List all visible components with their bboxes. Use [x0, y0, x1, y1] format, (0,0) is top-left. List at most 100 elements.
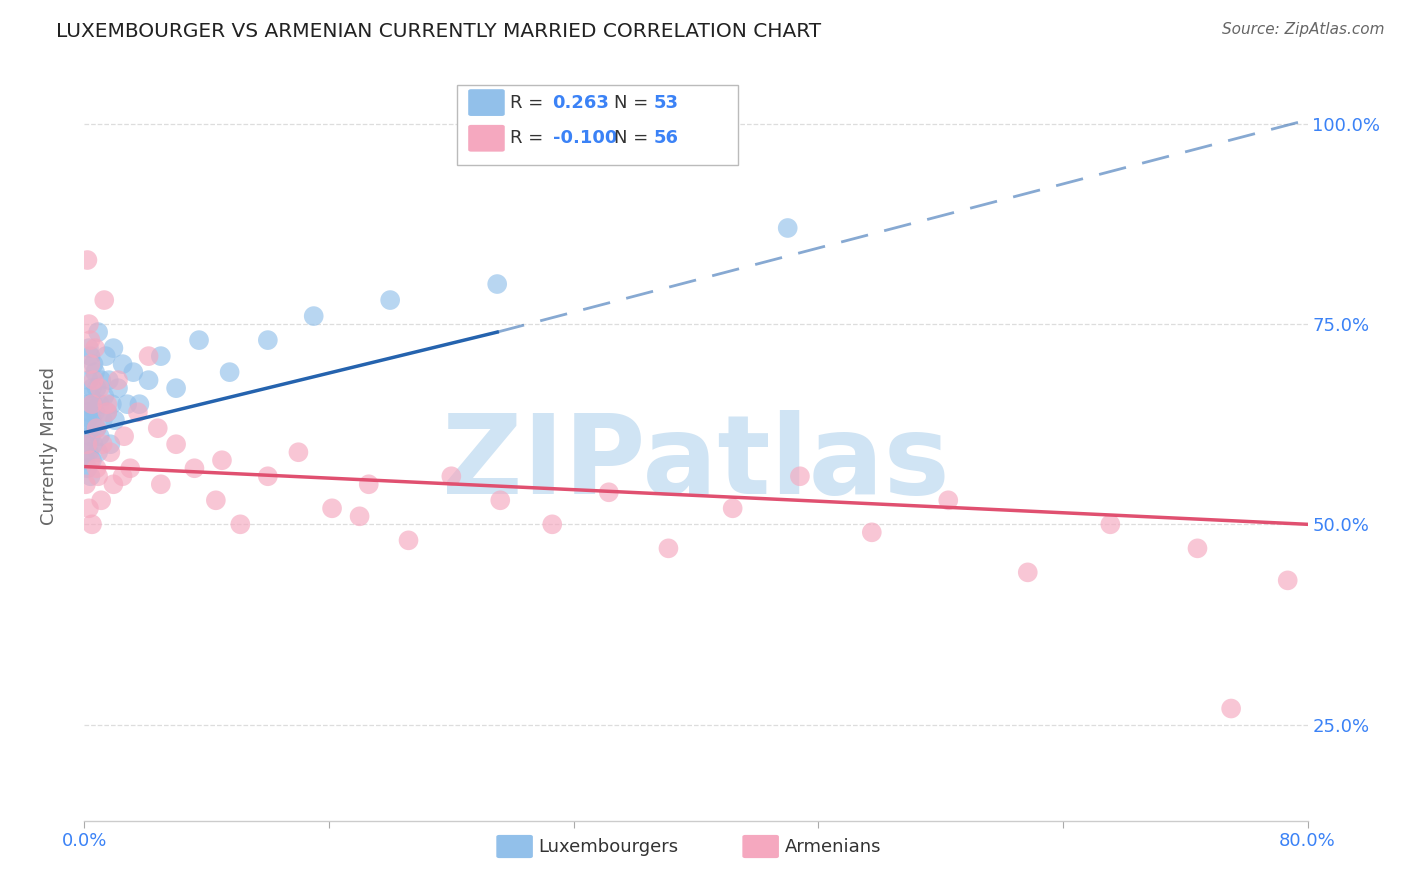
Point [90, 493, 112, 508]
Point [76, 397, 98, 411]
Point [302, 309, 325, 323]
Point [860, 525, 883, 540]
Point [165, 381, 187, 395]
Point [122, 365, 145, 379]
Point [89, 381, 111, 395]
Point [87, 445, 110, 459]
Text: Currently Married: Currently Married [41, 367, 58, 525]
Text: LUXEMBOURGER VS ARMENIAN CURRENTLY MARRIED CORRELATION CHART: LUXEMBOURGER VS ARMENIAN CURRENTLY MARRI… [56, 22, 821, 41]
Point [97, 373, 120, 387]
Point [75, 453, 97, 467]
Point [541, 517, 564, 532]
Point [86, 421, 108, 435]
Point [79, 469, 101, 483]
Text: 56: 56 [654, 129, 679, 147]
Point [128, 397, 150, 411]
Point [149, 477, 172, 491]
Point [98, 445, 121, 459]
Point [87, 469, 110, 483]
Point [183, 461, 205, 475]
Point [77, 501, 100, 516]
Text: Armenians: Armenians [785, 838, 882, 855]
Point [287, 445, 309, 459]
Point [75, 477, 97, 491]
Point [257, 333, 280, 347]
Point [657, 541, 679, 556]
Point [357, 477, 380, 491]
Point [776, 221, 799, 235]
Point [83, 357, 105, 371]
Point [218, 365, 240, 379]
Point [86, 421, 108, 435]
Point [80, 397, 103, 411]
Text: R =: R = [510, 94, 550, 112]
Point [80, 413, 103, 427]
Point [936, 493, 959, 508]
Point [86, 381, 108, 395]
Point [83, 437, 105, 451]
Point [101, 397, 124, 411]
Point [90, 373, 112, 387]
Point [76, 413, 98, 427]
Point [91, 413, 114, 427]
Point [76, 437, 98, 451]
Point [79, 349, 101, 363]
Text: -0.100: -0.100 [553, 129, 617, 147]
Point [112, 429, 135, 443]
Point [93, 389, 115, 403]
Point [93, 293, 115, 307]
Point [87, 325, 110, 339]
Point [398, 533, 420, 548]
Text: R =: R = [510, 129, 550, 147]
Point [789, 469, 811, 483]
Point [1277, 574, 1299, 588]
Point [440, 469, 463, 483]
Point [77, 445, 100, 459]
Text: Luxembourgers: Luxembourgers [538, 838, 679, 855]
Point [84, 405, 107, 419]
Point [598, 485, 620, 500]
Point [77, 405, 100, 419]
Point [83, 373, 105, 387]
Point [86, 461, 108, 475]
Point [257, 469, 280, 483]
Point [103, 341, 125, 355]
Point [96, 405, 118, 419]
Point [89, 397, 111, 411]
Point [1017, 566, 1039, 580]
Point [79, 429, 101, 443]
Point [229, 517, 252, 532]
Point [380, 293, 402, 307]
Point [84, 365, 107, 379]
Point [721, 501, 744, 516]
Point [138, 373, 160, 387]
Point [79, 357, 101, 371]
Point [98, 437, 121, 451]
Point [188, 333, 211, 347]
Point [80, 453, 103, 467]
Point [79, 453, 101, 467]
Point [111, 357, 134, 371]
Point [84, 341, 107, 355]
Point [1220, 701, 1243, 715]
Point [80, 517, 103, 532]
Point [349, 509, 371, 524]
Point [205, 493, 228, 508]
Point [96, 397, 118, 411]
Point [80, 381, 103, 395]
Point [79, 389, 101, 403]
Point [486, 277, 509, 291]
Point [107, 373, 129, 387]
Point [138, 349, 160, 363]
Point [146, 421, 169, 435]
Point [77, 341, 100, 355]
Point [103, 477, 125, 491]
Point [96, 405, 118, 419]
Text: N =: N = [614, 94, 654, 112]
Text: 53: 53 [654, 94, 679, 112]
Point [111, 469, 134, 483]
Point [115, 397, 138, 411]
Point [83, 397, 105, 411]
Point [76, 461, 98, 475]
Point [77, 373, 100, 387]
